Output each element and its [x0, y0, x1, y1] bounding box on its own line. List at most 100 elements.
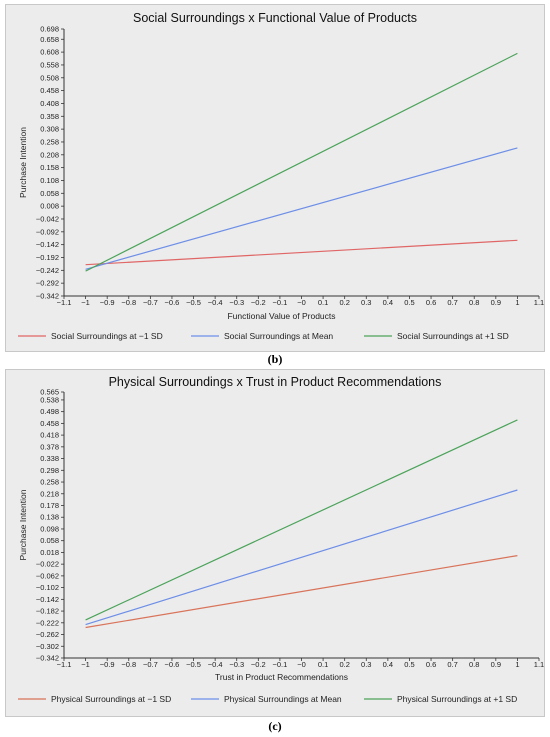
- y-tick-label: 0.458: [40, 419, 59, 428]
- x-tick-label: −0: [297, 298, 306, 307]
- y-tick-label: 0.058: [40, 536, 59, 545]
- y-tick-label: 0.178: [40, 501, 59, 510]
- y-tick-label: 0.378: [40, 442, 59, 451]
- x-tick-label: −0.1: [273, 298, 288, 307]
- x-tick-label: −0.4: [208, 660, 223, 669]
- x-tick-label: 0.1: [318, 660, 328, 669]
- y-tick-label: 0.358: [40, 112, 59, 121]
- y-axis-label: Purchase Intention: [18, 127, 28, 198]
- x-tick-label: 0.8: [469, 660, 479, 669]
- y-tick-label: 0.298: [40, 466, 59, 475]
- series-line-3: [85, 52, 518, 272]
- x-tick-label: 1.1: [534, 298, 544, 307]
- x-tick-label: −0.6: [165, 298, 180, 307]
- y-tick-label: −0.182: [36, 607, 59, 616]
- chart-panel-b: Social Surroundings x Functional Value o…: [5, 4, 545, 352]
- y-tick-label: 0.558: [40, 60, 59, 69]
- y-tick-label: 0.698: [40, 25, 59, 34]
- y-tick-label: 0.008: [40, 202, 59, 211]
- y-tick-label: −0.242: [36, 266, 59, 275]
- y-tick-label: −0.102: [36, 583, 59, 592]
- y-tick-label: 0.258: [40, 478, 59, 487]
- x-tick-label: −1: [81, 298, 90, 307]
- y-tick-label: 0.508: [40, 73, 59, 82]
- y-tick-label: −0.092: [36, 227, 59, 236]
- y-tick-label: −0.192: [36, 253, 59, 262]
- y-tick-label: 0.565: [40, 388, 59, 397]
- legend-label-1: Social Surroundings at −1 SD: [51, 331, 163, 341]
- legend-label-1: Physical Surroundings at −1 SD: [51, 694, 171, 704]
- x-tick-label: −0.9: [100, 298, 115, 307]
- legend-label-3: Physical Surroundings at +1 SD: [397, 694, 517, 704]
- y-tick-label: −0.062: [36, 571, 59, 580]
- series-line-2: [85, 147, 518, 270]
- x-tick-label: 0.9: [491, 298, 501, 307]
- legend-label-2: Physical Surroundings at Mean: [224, 694, 342, 704]
- x-tick-label: 0.7: [447, 660, 457, 669]
- y-tick-label: 0.308: [40, 125, 59, 134]
- x-tick-label: −0.9: [100, 660, 115, 669]
- y-tick-label: 0.418: [40, 431, 59, 440]
- x-tick-label: −1.1: [57, 660, 72, 669]
- x-tick-label: −0.3: [229, 298, 244, 307]
- x-tick-label: −0.5: [186, 660, 201, 669]
- x-tick-label: 0.9: [491, 660, 501, 669]
- x-tick-label: 1.1: [534, 660, 544, 669]
- x-tick-label: 0.7: [447, 298, 457, 307]
- caption-c: (c): [268, 719, 282, 733]
- y-tick-label: −0.042: [36, 214, 59, 223]
- x-tick-label: −0.7: [143, 660, 158, 669]
- x-tick-label: −1: [81, 660, 90, 669]
- x-tick-label: 0.6: [426, 298, 436, 307]
- series-line-2: [85, 489, 518, 626]
- y-tick-label: 0.218: [40, 489, 59, 498]
- x-tick-label: −0.6: [165, 660, 180, 669]
- x-tick-label: 0.5: [404, 298, 414, 307]
- y-tick-label: −0.142: [36, 595, 59, 604]
- x-tick-label: 0.3: [361, 298, 371, 307]
- x-tick-label: −0.8: [121, 660, 136, 669]
- y-tick-label: 0.538: [40, 395, 59, 404]
- chart-title: Social Surroundings x Functional Value o…: [133, 11, 417, 25]
- y-tick-label: −0.262: [36, 630, 59, 639]
- y-tick-label: 0.458: [40, 86, 59, 95]
- caption-b: (b): [267, 352, 283, 366]
- x-tick-label: 0.6: [426, 660, 436, 669]
- x-tick-label: 1: [515, 660, 519, 669]
- x-tick-label: 0.4: [383, 298, 393, 307]
- y-tick-label: 0.608: [40, 48, 59, 57]
- legend-label-2: Social Surroundings at Mean: [224, 331, 333, 341]
- y-tick-label: 0.208: [40, 150, 59, 159]
- y-tick-label: −0.222: [36, 618, 59, 627]
- x-tick-label: −0.2: [251, 660, 266, 669]
- x-axis-label: Trust in Product Recommendations: [215, 672, 348, 682]
- y-tick-label: 0.108: [40, 176, 59, 185]
- x-tick-label: 1: [515, 298, 519, 307]
- y-tick-label: 0.408: [40, 99, 59, 108]
- x-tick-label: 0.8: [469, 298, 479, 307]
- y-tick-label: 0.258: [40, 137, 59, 146]
- y-tick-label: −0.342: [36, 292, 59, 301]
- x-tick-label: 0.4: [383, 660, 393, 669]
- x-tick-label: −0.3: [229, 660, 244, 669]
- x-tick-label: 0.5: [404, 660, 414, 669]
- y-tick-label: −0.022: [36, 560, 59, 569]
- y-tick-label: 0.658: [40, 35, 59, 44]
- y-tick-label: 0.498: [40, 407, 59, 416]
- legend-label-3: Social Surroundings at +1 SD: [397, 331, 509, 341]
- x-tick-label: −0.5: [186, 298, 201, 307]
- x-tick-label: −1.1: [57, 298, 72, 307]
- y-tick-label: 0.098: [40, 524, 59, 533]
- y-tick-label: 0.058: [40, 189, 59, 198]
- x-tick-label: 0.1: [318, 298, 328, 307]
- y-tick-label: 0.018: [40, 548, 59, 557]
- y-tick-label: −0.342: [36, 654, 59, 663]
- x-tick-label: −0: [297, 660, 306, 669]
- y-tick-label: 0.138: [40, 513, 59, 522]
- x-axis-label: Functional Value of Products: [227, 311, 335, 321]
- x-tick-label: −0.1: [273, 660, 288, 669]
- y-tick-label: −0.142: [36, 240, 59, 249]
- chart-c: Physical Surroundings x Trust in Product…: [18, 375, 544, 704]
- x-tick-label: 0.2: [339, 660, 349, 669]
- x-tick-label: 0.2: [339, 298, 349, 307]
